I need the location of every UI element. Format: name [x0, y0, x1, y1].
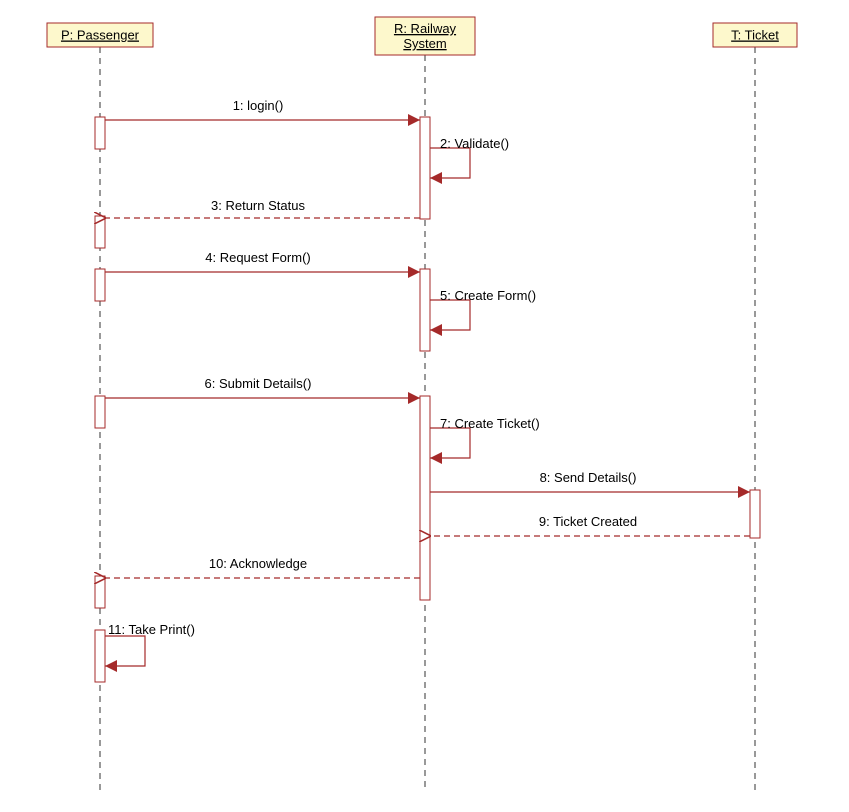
activation-P-3: [95, 396, 105, 428]
lifeline-label-T: T: Ticket: [731, 28, 779, 43]
message-5-label: 5: Create Form(): [440, 288, 536, 303]
activation-T-9: [750, 490, 760, 538]
message-4-label: 4: Request Form(): [205, 250, 310, 265]
lifeline-label-R: R: Railway: [394, 21, 457, 36]
message-8-label: 8: Send Details(): [540, 470, 637, 485]
lifeline-label-R: System: [403, 36, 446, 51]
message-6-label: 6: Submit Details(): [205, 376, 312, 391]
message-9-label: 9: Ticket Created: [539, 514, 637, 529]
activation-P-1: [95, 216, 105, 248]
activation-R-8: [420, 396, 430, 600]
sequence-diagram: P: Passenger R: RailwaySystem T: Ticket 1: …: [0, 0, 849, 812]
message-3-label: 3: Return Status: [211, 198, 305, 213]
message-7-label: 7: Create Ticket(): [440, 416, 540, 431]
activation-P-4: [95, 576, 105, 608]
activation-R-6: [420, 117, 430, 219]
activation-R-7: [420, 269, 430, 351]
message-10-label: 10: Acknowledge: [209, 556, 307, 571]
message-2-label: 2: Validate(): [440, 136, 509, 151]
lifeline-label-P: P: Passenger: [61, 28, 140, 43]
activation-P-5: [95, 630, 105, 682]
message-1-label: 1: login(): [233, 98, 284, 113]
message-11-label: 11: Take Print(): [108, 622, 195, 637]
activation-P-0: [95, 117, 105, 149]
activation-P-2: [95, 269, 105, 301]
